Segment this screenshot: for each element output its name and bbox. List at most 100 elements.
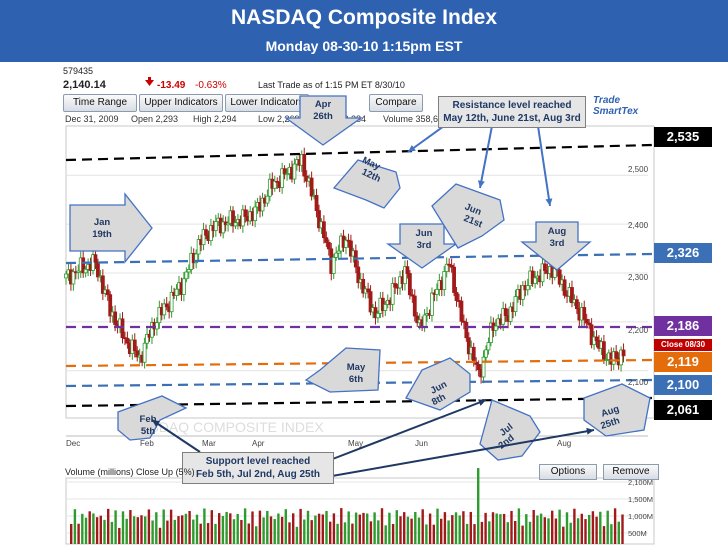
y-tick-label: 2,300 <box>628 273 649 282</box>
volume-bar <box>299 508 302 544</box>
candle-body <box>64 273 68 279</box>
candle-body <box>100 275 105 294</box>
info-date: Dec 31, 2009 <box>65 114 119 124</box>
volume-bar <box>384 525 387 544</box>
candle-body <box>562 279 567 296</box>
volume-bar <box>240 519 243 544</box>
volume-bar <box>373 512 376 544</box>
candle-body <box>481 356 486 378</box>
candle-body <box>373 307 378 319</box>
y-tick-label: 2,500 <box>628 165 649 174</box>
level-label-2535: 2,535 <box>654 127 712 147</box>
candle-body <box>582 307 587 320</box>
volume-bar <box>521 525 524 544</box>
volume-bar <box>192 519 195 544</box>
volume-bar <box>388 512 391 544</box>
volume-bar <box>543 517 546 544</box>
candle-body <box>164 303 169 308</box>
options-button[interactable]: Options <box>539 464 597 480</box>
x-month-label: May <box>348 439 363 448</box>
volume-bar <box>247 523 250 544</box>
title-band: NASDAQ Composite Index Monday 08-30-10 1… <box>0 0 728 62</box>
volume-bar <box>181 515 184 544</box>
lower-indicators-button[interactable]: Lower Indicators <box>225 94 309 112</box>
candle-body <box>403 266 407 285</box>
candle-body <box>503 308 508 316</box>
support-title: Support level reached <box>205 456 311 467</box>
volume-bar <box>277 513 280 544</box>
volume-bar <box>221 515 225 544</box>
jun3-arrow-text: Jun <box>416 228 433 239</box>
volume-bar <box>269 516 273 544</box>
candle-body <box>272 180 277 189</box>
volume-bar <box>77 523 80 544</box>
support-callout: Support level reached Feb 5th, Jul 2nd, … <box>182 452 334 484</box>
volume-bar <box>613 508 617 544</box>
level-label-2119: 2,119 <box>654 352 712 372</box>
volume-bar <box>173 519 176 544</box>
candle-body <box>209 225 213 242</box>
x-month-label: Apr <box>252 439 265 448</box>
volume-subtitle: (millions) Close Up (5%) <box>97 467 195 477</box>
candle-body <box>501 308 506 325</box>
callout-arrows: Jan19thFeb5thApr26thMay12thMay6thJun3rdJ… <box>69 95 651 477</box>
candle-body <box>243 209 248 217</box>
candle-body <box>557 269 562 285</box>
candle-body <box>543 263 547 271</box>
candlestick-series <box>64 147 626 384</box>
candle-body <box>221 221 226 234</box>
candle-body <box>614 351 619 359</box>
x-month-label: Mar <box>202 439 216 448</box>
volume-bar <box>155 512 158 544</box>
volume-bar <box>425 524 428 544</box>
volume-bar <box>554 518 558 544</box>
volume-bar <box>280 516 284 544</box>
remove-button[interactable]: Remove <box>603 464 659 480</box>
volume-bar <box>140 515 143 544</box>
candle-body <box>105 289 110 296</box>
time-range-button[interactable]: Time Range <box>63 94 137 112</box>
candle-body <box>169 291 174 313</box>
volume-bar <box>510 510 513 544</box>
volume-bar <box>569 522 572 544</box>
page-title: NASDAQ Composite Index <box>230 6 498 29</box>
volume-bar <box>284 509 287 544</box>
candle-body <box>326 242 331 250</box>
candle-body <box>604 359 609 361</box>
x-month-label: Feb <box>140 439 154 448</box>
volume-bar <box>443 512 447 544</box>
volume-bar <box>258 510 262 544</box>
candle-body <box>93 254 98 263</box>
volume-bar <box>599 511 602 544</box>
volume-bar <box>573 508 576 544</box>
volume-bar <box>506 522 509 544</box>
volume-bar <box>92 513 95 544</box>
volume-bar <box>84 517 88 544</box>
volume-bar <box>428 513 432 544</box>
volume-tick-label: 1,000M <box>628 512 653 521</box>
candle-body <box>120 318 125 339</box>
candle-body <box>489 322 493 343</box>
candle-body <box>520 285 525 300</box>
volume-bar <box>236 513 239 544</box>
aug25-arrow-text: Aug <box>600 403 621 419</box>
upper-indicators-button[interactable]: Upper Indicators <box>139 94 223 112</box>
volume-bar <box>129 510 132 544</box>
volume-panel: Volume (millions) Close Up (5%) Options … <box>63 462 663 546</box>
compare-button[interactable]: Compare <box>369 94 423 112</box>
candle-body <box>292 163 297 180</box>
level-label-2186: 2,186 <box>654 316 712 336</box>
candle-body <box>407 273 412 296</box>
candle-body <box>108 294 113 317</box>
candle-body <box>280 168 285 188</box>
candle-body <box>142 342 147 363</box>
volume-bar <box>391 523 395 544</box>
apr26-arrow-text: 26th <box>313 111 333 122</box>
candle-body <box>125 337 130 344</box>
candle-body <box>390 283 395 305</box>
volume-bar <box>88 511 91 544</box>
